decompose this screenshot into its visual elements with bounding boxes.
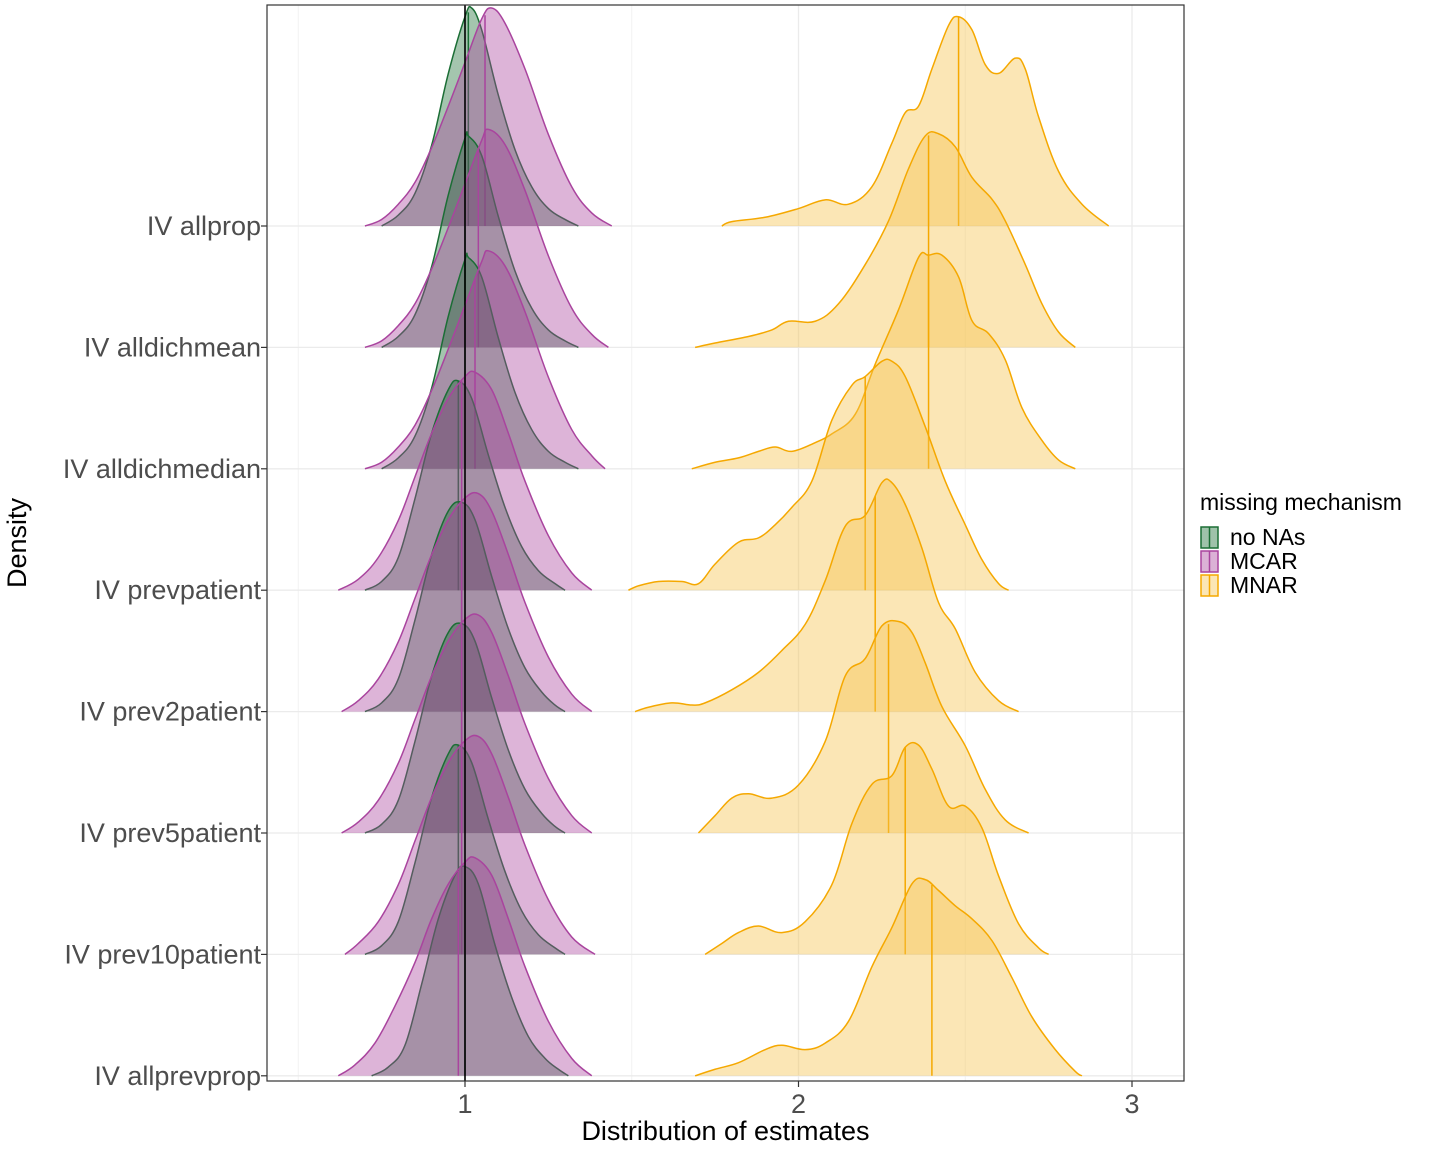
density-line-mnar [628, 358, 1010, 591]
y-tick-label: IV alldichmedian [63, 454, 261, 484]
x-tick-label: 2 [791, 1089, 806, 1119]
density-area-mnar [721, 16, 1109, 226]
legend-key-mnar: MNAR [1200, 572, 1298, 598]
density-area-mnar [698, 620, 1029, 833]
density-line-mnar [694, 877, 1083, 1077]
density-area-mnar [628, 359, 1009, 591]
x-tick-label: 1 [457, 1089, 472, 1119]
density-line-mcar [364, 249, 606, 470]
x-tick-label: 3 [1124, 1089, 1139, 1119]
density-area-no-nas [381, 131, 579, 348]
density-line-no-nas [381, 252, 579, 470]
y-tick-label: IV prev2patient [79, 697, 261, 727]
density-area-mcar [364, 7, 612, 226]
density-line-no-nas [371, 865, 569, 1077]
grid [267, 5, 1184, 1081]
legend-key-mcar: MCAR [1200, 548, 1298, 574]
ridge-row [364, 5, 1110, 227]
legend-label: no NAs [1230, 524, 1305, 550]
density-line-no-nas [364, 500, 566, 713]
density-area-mcar [341, 492, 592, 712]
density-line-no-nas [364, 743, 566, 956]
density-line-mnar [704, 741, 1050, 956]
y-tick-label: IV prev5patient [79, 818, 261, 848]
panel-border [266, 4, 1185, 1082]
density-line-mnar [634, 478, 1019, 713]
legend-label: MNAR [1230, 572, 1298, 598]
density-area-mcar [364, 250, 606, 469]
density-area-mnar [695, 878, 1082, 1076]
density-area-mcar [344, 735, 596, 955]
y-axis-title: Density [2, 497, 32, 588]
density-line-mcar [364, 7, 613, 227]
density-line-no-nas [381, 131, 579, 349]
ridge-row [364, 128, 1076, 349]
panel-background [267, 5, 1184, 1081]
y-axis: IV allprop IV alldichmean IV alldichmedian… [63, 211, 267, 1091]
density-area-mnar [705, 742, 1049, 955]
density-area-mnar [635, 478, 1019, 712]
x-axis: 1 2 3 [457, 1081, 1140, 1119]
density-area-mcar [341, 614, 592, 833]
x-axis-title: Distribution of estimates [581, 1116, 869, 1146]
legend-label: MCAR [1230, 548, 1298, 574]
density-line-mnar [694, 131, 1076, 349]
density-line-no-nas [364, 622, 566, 834]
density-line-no-nas [364, 379, 566, 591]
density-line-mnar [697, 619, 1029, 834]
density-line-mcar [364, 128, 609, 349]
density-area-no-nas [381, 6, 579, 226]
y-tick-label: IV prevpatient [94, 575, 261, 605]
density-line-mnar [721, 15, 1110, 227]
y-tick-label: IV alldichmean [84, 332, 261, 362]
legend-key-no-nas: no NAs [1200, 524, 1305, 550]
density-line-mnar [691, 251, 1076, 470]
density-area-mcar [364, 129, 609, 348]
density-line-no-nas [381, 5, 579, 227]
legend-title: missing mechanism [1200, 489, 1402, 515]
density-area-no-nas [371, 865, 569, 1076]
density-area-no-nas [381, 253, 579, 469]
y-tick-label: IV allprevprop [94, 1061, 261, 1091]
density-area-mnar [695, 131, 1076, 348]
y-tick-label: IV prev10patient [64, 939, 261, 969]
y-tick-label: IV allprop [147, 211, 261, 241]
